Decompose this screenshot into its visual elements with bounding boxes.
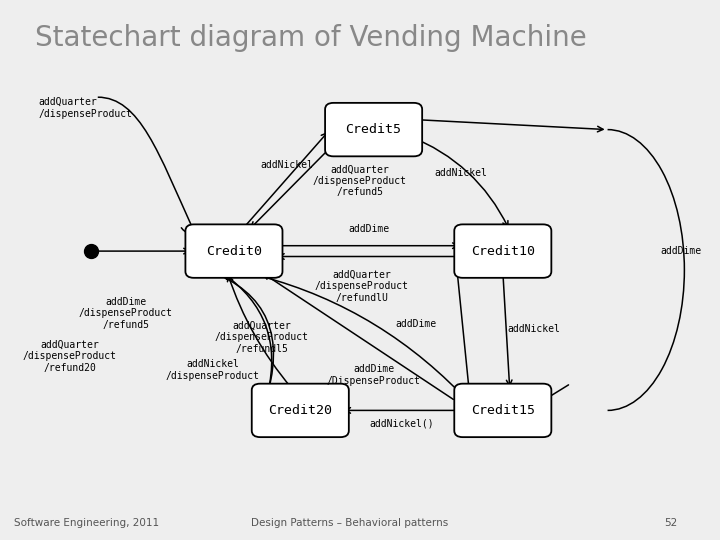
Text: addDime: addDime	[660, 246, 701, 256]
Text: addNickel: addNickel	[508, 325, 561, 334]
Text: addNickel: addNickel	[434, 168, 487, 178]
FancyBboxPatch shape	[454, 225, 552, 278]
Text: addDime: addDime	[348, 225, 390, 234]
Text: addDime
/dispenseProduct
/refund5: addDime /dispenseProduct /refund5	[78, 296, 173, 330]
FancyBboxPatch shape	[454, 383, 552, 437]
Text: Credit20: Credit20	[269, 404, 333, 417]
Text: Credit5: Credit5	[346, 123, 402, 136]
FancyBboxPatch shape	[252, 383, 348, 437]
Text: addDime
/DispenseProduct: addDime /DispenseProduct	[327, 364, 420, 386]
Text: addQuarter
/dispenseProduct
/refund5: addQuarter /dispenseProduct /refund5	[312, 164, 407, 198]
Text: 52: 52	[664, 518, 678, 528]
Text: addQuarter
/dispenseProduct
/refundlU: addQuarter /dispenseProduct /refundlU	[315, 269, 409, 303]
Text: Software Engineering, 2011: Software Engineering, 2011	[14, 518, 159, 528]
Text: Credit15: Credit15	[471, 404, 535, 417]
Text: addQuarter
/dispenseProduct: addQuarter /dispenseProduct	[38, 97, 132, 119]
Text: Statechart diagram of Vending Machine: Statechart diagram of Vending Machine	[35, 24, 587, 52]
Text: addNickel(): addNickel()	[369, 419, 434, 429]
Text: Credit10: Credit10	[471, 245, 535, 258]
FancyBboxPatch shape	[325, 103, 422, 157]
FancyBboxPatch shape	[186, 225, 282, 278]
Text: addNickel
/dispenseProduct: addNickel /dispenseProduct	[166, 359, 260, 381]
Text: Design Patterns – Behavioral patterns: Design Patterns – Behavioral patterns	[251, 518, 448, 528]
Text: addDime: addDime	[395, 319, 436, 329]
Text: Credit0: Credit0	[206, 245, 262, 258]
Text: addQuarter
/dispenseProduct
/refund20: addQuarter /dispenseProduct /refund20	[23, 340, 117, 373]
Text: addNickel: addNickel	[260, 160, 312, 170]
Text: addQuarter
/dispenseProduct
/refundl5: addQuarter /dispenseProduct /refundl5	[215, 321, 309, 354]
